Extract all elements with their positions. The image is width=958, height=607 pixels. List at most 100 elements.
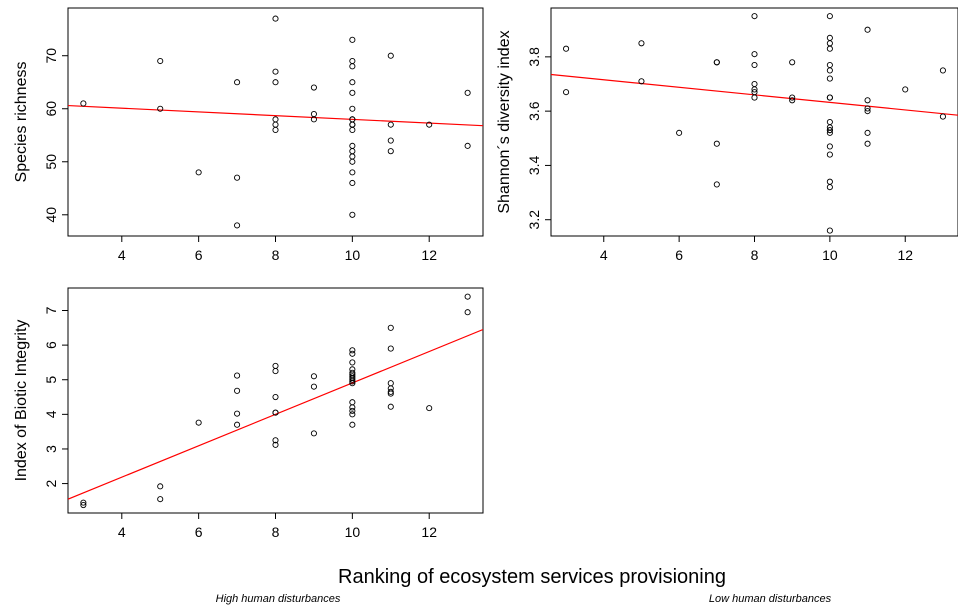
low-disturbance-note: Low human disturbances <box>709 593 832 605</box>
data-point <box>939 67 946 74</box>
data-point <box>864 105 871 112</box>
y-axis-title: Shannon´s diversity index <box>496 30 513 213</box>
data-point <box>234 222 241 229</box>
data-point <box>157 483 164 490</box>
plot-frame <box>67 287 484 514</box>
figure-x-axis-title: Ranking of ecosystem services provisioni… <box>338 566 726 588</box>
data-point <box>751 80 758 88</box>
y-tick-label: 70 <box>43 48 59 64</box>
y-tick-label: 7 <box>43 306 59 314</box>
data-point <box>195 419 202 426</box>
data-point <box>310 110 317 118</box>
data-point <box>826 45 833 52</box>
data-point <box>80 501 87 509</box>
data-point <box>349 142 356 149</box>
x-tick-label: 4 <box>600 247 608 263</box>
data-point <box>272 368 279 375</box>
y-tick-label: 3.4 <box>526 155 542 175</box>
data-point <box>349 404 356 411</box>
data-point <box>713 181 720 188</box>
data-point <box>713 140 720 147</box>
x-tick-label: 4 <box>118 247 126 263</box>
data-point <box>826 227 833 234</box>
data-point <box>349 105 356 112</box>
data-point <box>563 89 570 96</box>
data-point <box>751 86 758 93</box>
data-point <box>195 169 202 176</box>
data-point <box>751 61 758 69</box>
data-point <box>272 437 279 444</box>
data-point <box>826 94 833 101</box>
data-point <box>789 59 796 66</box>
y-tick-label: 40 <box>43 207 59 223</box>
data-point <box>387 324 394 331</box>
data-point <box>349 407 356 414</box>
data-point <box>387 148 394 155</box>
data-point <box>387 403 394 410</box>
data-point <box>464 309 471 316</box>
data-point <box>349 179 356 187</box>
data-point <box>272 79 279 86</box>
data-point <box>80 100 87 107</box>
x-tick-label: 12 <box>421 524 437 540</box>
plot-area <box>68 293 483 509</box>
plot-frame <box>550 7 958 237</box>
x-tick-label: 12 <box>897 247 913 263</box>
x-tick-label: 8 <box>272 247 280 263</box>
data-point <box>349 158 356 165</box>
data-point <box>902 86 909 93</box>
data-point <box>349 89 356 96</box>
y-tick-label: 3.6 <box>526 101 542 121</box>
y-tick-label: 5 <box>43 376 59 384</box>
data-point <box>157 57 164 65</box>
x-tick-label: 8 <box>272 524 280 540</box>
data-point <box>387 390 394 397</box>
data-point <box>272 68 279 75</box>
x-tick-label: 8 <box>751 247 759 263</box>
x-tick-label: 6 <box>675 247 683 263</box>
data-point <box>826 67 833 74</box>
data-point <box>349 378 356 385</box>
data-point <box>387 137 394 144</box>
data-point <box>789 97 796 104</box>
data-point <box>638 40 645 47</box>
data-point <box>349 421 356 428</box>
data-point <box>80 499 87 506</box>
data-point <box>426 121 433 128</box>
data-point <box>272 116 279 123</box>
y-tick-label: 3.2 <box>526 210 542 230</box>
data-point <box>157 105 164 112</box>
data-point <box>826 129 833 136</box>
data-point <box>310 373 317 380</box>
data-point <box>826 61 833 69</box>
data-point <box>349 169 356 176</box>
y-tick-label: 6 <box>43 341 59 349</box>
y-axis-title: Species richness <box>13 62 30 183</box>
y-tick-label: 2 <box>43 479 59 487</box>
x-tick-label: 6 <box>195 247 203 263</box>
data-point <box>349 148 356 155</box>
x-tick-label: 12 <box>421 247 437 263</box>
data-point <box>864 97 871 104</box>
data-point <box>826 13 833 20</box>
y-tick-label: 4 <box>43 410 59 418</box>
data-point <box>349 399 356 406</box>
data-point <box>387 388 394 395</box>
data-point <box>272 441 279 448</box>
data-point <box>826 184 833 191</box>
data-point <box>234 387 241 394</box>
data-point <box>272 15 279 22</box>
data-point <box>826 118 833 126</box>
x-tick-label: 10 <box>345 247 361 263</box>
data-point <box>563 45 570 52</box>
data-point <box>349 374 356 382</box>
data-point <box>826 143 833 150</box>
data-point <box>864 26 871 33</box>
data-point <box>349 153 356 160</box>
x-tick-label: 6 <box>195 524 203 540</box>
data-point <box>272 126 279 134</box>
data-point <box>387 345 394 352</box>
data-point <box>157 496 164 503</box>
data-point <box>234 372 241 379</box>
data-point <box>939 113 946 120</box>
